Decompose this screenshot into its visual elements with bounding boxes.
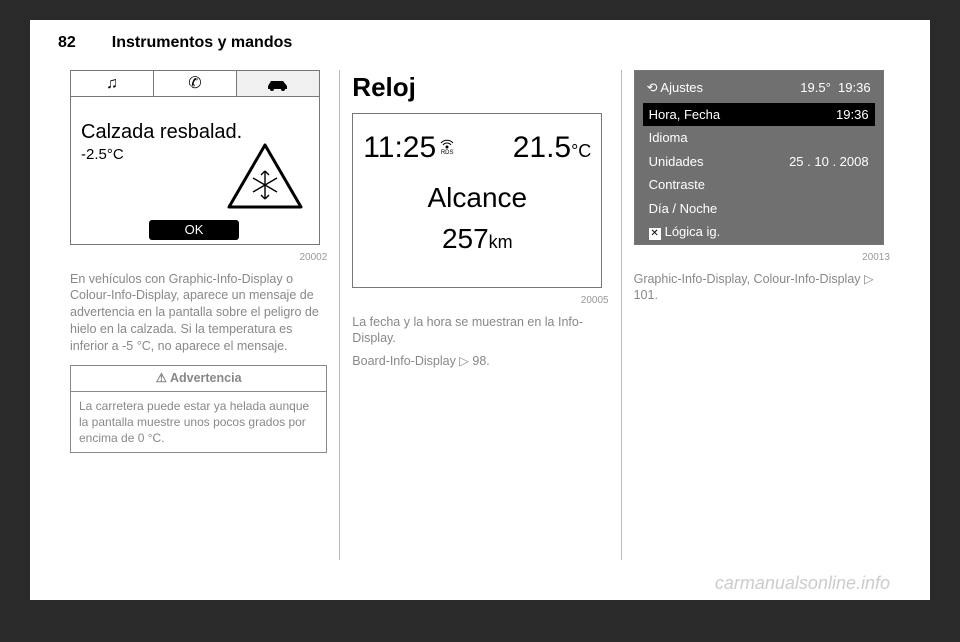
settings-temp: 19.5° [800,80,831,95]
settings-row: Contraste [643,173,875,197]
settings-row: Unidades 25 . 10 . 2008 [643,150,875,174]
range-unit: km [489,232,513,252]
rds-icon: RDS [440,139,454,157]
clock-time: 11:25 RDS [363,128,454,169]
paragraph-date-time: La fecha y la hora se muestran en la Inf… [352,314,608,348]
outside-temp-unit: °C [571,141,591,161]
figure-number: 20013 [634,251,890,265]
settings-row-label: Día / Noche [649,200,718,218]
column-3: ⟲ Ajustes 19.5° 19:36 Hora, Fecha 19:36 Id… [621,70,902,560]
settings-icon: ⟲ [647,80,658,95]
warning-box: ⚠ Advertencia La carretera puede estar y… [70,365,327,453]
settings-row-label: Hora, Fecha [649,106,721,124]
tab-car-icon [237,71,319,96]
settings-row: ✕Lógica ig. [643,220,875,244]
manual-page: 82 Instrumentos y mandos ♫ ✆ Calzada res… [30,20,930,600]
outside-temp: 21.5°C [513,128,592,169]
ice-warning-triangle-icon [225,141,305,211]
page-header: 82 Instrumentos y mandos [30,20,930,60]
display-tabs: ♫ ✆ [71,71,319,97]
settings-row: Idioma [643,126,875,150]
column-2: Reloj 11:25 RDS 21.5°C Alcance [339,70,620,560]
warning-title: ⚠ Advertencia [71,366,326,392]
watermark: carmanualsonline.info [715,573,890,594]
settings-title: Ajustes [660,80,703,95]
figure-clock-display: 11:25 RDS 21.5°C Alcance 257km [352,113,602,288]
range-label: Alcance [363,179,591,217]
display-body: Calzada resbalad. -2.5°C OK [71,97,319,246]
settings-row: Hora, Fecha 19:36 [643,103,875,127]
ice-warning-temp: -2.5°C [81,145,124,165]
paragraph-graphic-info-ref: Graphic-Info-Display, Colour-Info-Displa… [634,271,890,305]
page-number: 82 [58,34,76,52]
settings-row-label: ✕Lógica ig. [649,223,721,241]
section-title: Instrumentos y mandos [112,34,292,52]
paragraph-ice-warning: En vehículos con Graphic-Info-Display o … [70,271,327,355]
figure-number: 20005 [352,294,608,308]
tab-music-icon: ♫ [71,71,154,96]
ok-button-label: OK [149,220,239,240]
warning-body: La carretera puede estar ya helada aunqu… [71,392,326,453]
ice-warning-text: Calzada resbalad. [81,119,242,146]
settings-menu: Hora, Fecha 19:36 Idioma Unidades 25 . 10 . … [643,103,875,244]
checkbox-icon: ✕ [649,228,661,240]
settings-row-label: Unidades [649,153,704,171]
paragraph-board-info-ref: Board-Info-Display ▷ 98. [352,353,608,370]
outside-temp-value: 21.5 [513,131,571,164]
range-value-row: 257km [363,220,591,258]
settings-row-label: Idioma [649,129,688,147]
figure-settings-display: ⟲ Ajustes 19.5° 19:36 Hora, Fecha 19:36 Id… [634,70,884,245]
column-1: ♫ ✆ Calzada resbalad. -2.5°C [58,70,339,560]
settings-row-value: 25 . 10 . 2008 [789,153,869,171]
settings-row: Día / Noche [643,197,875,221]
figure-number: 20002 [70,251,327,265]
clock-time-value: 11:25 [363,128,436,169]
settings-row-value: 19:36 [836,106,869,124]
settings-header: ⟲ Ajustes 19.5° 19:36 [643,77,875,103]
range-value: 257 [442,223,489,254]
tab-phone-icon: ✆ [154,71,237,96]
settings-row-label: Contraste [649,176,705,194]
section-heading-reloj: Reloj [352,70,608,105]
figure-ice-warning-display: ♫ ✆ Calzada resbalad. -2.5°C [70,70,320,245]
settings-time: 19:36 [838,80,871,95]
content-columns: ♫ ✆ Calzada resbalad. -2.5°C [30,60,930,560]
